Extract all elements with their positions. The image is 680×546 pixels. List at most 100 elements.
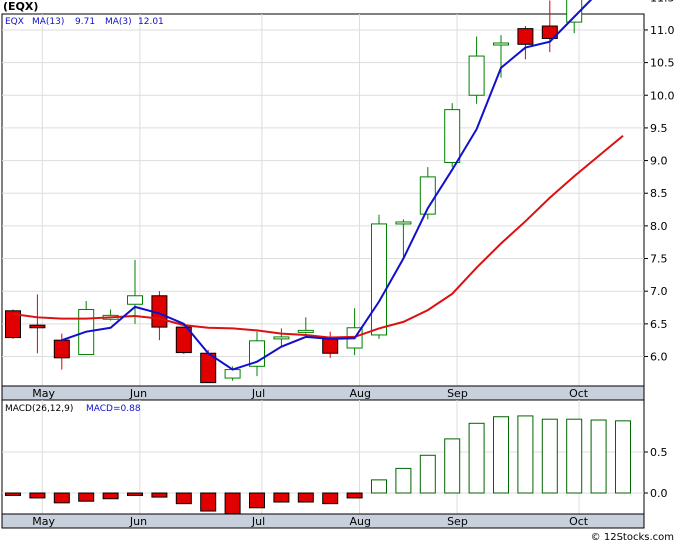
macd-month-label: Oct (569, 515, 589, 528)
candle (419, 167, 436, 220)
candle (541, 0, 558, 53)
legend-ma3-label: MA(3) (105, 17, 132, 27)
month-axis-band (1, 385, 645, 401)
candle-body-down (541, 25, 558, 39)
candle (200, 349, 217, 384)
macd-bar-negative (29, 492, 46, 499)
month-label: Jun (129, 387, 147, 400)
price-y-axis: 6.0 6.5 7.0 7.5 8.0 8.5 9.0 9.5 10.0 10.5 11.0 11.5… (644, 0, 675, 364)
legend-ma13-value: 9.71 (75, 17, 95, 27)
candle (127, 259, 143, 324)
price-tick-label: 11.5 (650, 0, 675, 4)
month-label: Jul (251, 387, 265, 400)
macd-bar-negative (297, 492, 314, 503)
macd-bar-negative (346, 492, 363, 499)
month-label: Oct (569, 387, 589, 400)
candle-body-down (517, 28, 534, 45)
macd-bar-negative (224, 492, 241, 514)
candle (493, 35, 509, 78)
candle-body-down (53, 339, 70, 359)
macd-month-label: Aug (349, 515, 370, 528)
macd-bar-positive (517, 415, 534, 494)
macd-bar-positive (468, 422, 485, 494)
candle (273, 328, 290, 348)
macd-month-label: Sep (447, 515, 468, 528)
candle (395, 219, 412, 259)
price-tick-label: 7.5 (650, 253, 668, 266)
macd-legend-label: MACD(26,12,9) (5, 404, 73, 414)
candle (322, 331, 339, 358)
macd-bar-positive (615, 420, 631, 494)
macd-tick-label: 0.5 (650, 446, 668, 459)
legend-ma3-value: 12.01 (138, 17, 164, 27)
macd-bar-positive (566, 418, 583, 494)
candle (444, 103, 461, 168)
month-label: Aug (349, 387, 370, 400)
candle-body-up (224, 369, 241, 379)
candle-body-up (371, 223, 387, 336)
candle-body-up (493, 42, 509, 46)
candle (297, 317, 314, 334)
macd-bar-negative (102, 492, 119, 500)
macd-bar-positive (444, 438, 461, 494)
price-grid (2, 14, 644, 386)
candle-body-down (322, 338, 339, 354)
moving-average-lines (12, 0, 624, 371)
macd-bar-negative (5, 492, 21, 496)
candle (175, 326, 192, 354)
ma13-line (12, 134, 624, 339)
candle (78, 300, 95, 356)
candle-body-up (297, 329, 314, 333)
candle (29, 294, 46, 354)
macd-month-label: May (32, 515, 55, 528)
price-tick-label: 6.0 (650, 351, 668, 364)
candle (468, 36, 485, 104)
macd-month-axis-band (1, 513, 645, 529)
macd-bar-negative (53, 492, 70, 504)
macd-bar-negative (127, 492, 143, 496)
price-tick-label: 6.5 (650, 318, 668, 331)
candle-body-up (566, 0, 583, 23)
price-tick-label: 9.0 (650, 155, 668, 168)
candle-body-up (395, 221, 412, 225)
month-axis: May Jun Jul Aug Sep Oct (32, 387, 589, 400)
ma3-line (61, 0, 593, 371)
macd-bar-positive (541, 418, 558, 494)
candle (371, 214, 387, 339)
price-tick-label: 8.0 (650, 220, 668, 233)
price-tick-label: 7.0 (650, 285, 668, 298)
price-tick-label: 8.5 (650, 187, 668, 200)
macd-legend-value: MACD=0.88 (86, 404, 141, 414)
candle (566, 0, 583, 34)
macd-bar-positive (395, 467, 412, 494)
macd-bar-negative (273, 492, 290, 503)
macd-bar-positive (493, 416, 509, 494)
macd-bar-positive (590, 419, 607, 494)
macd-bar-series (5, 415, 631, 514)
price-tick-label: 11.0 (650, 24, 675, 37)
legend-ma13-label: MA(13) (32, 17, 64, 27)
macd-month-label: Jul (251, 515, 265, 528)
macd-bar-negative (175, 492, 192, 505)
candle (517, 26, 534, 60)
month-label: May (32, 387, 55, 400)
macd-bar-negative (322, 492, 339, 505)
macd-bar-positive (419, 454, 436, 494)
candle-body-down (29, 324, 46, 329)
price-tick-label: 10.0 (650, 89, 675, 102)
candle (5, 309, 21, 339)
candle-body-up (127, 295, 143, 305)
macd-tick-label: 0.0 (650, 487, 668, 500)
macd-bar-positive (371, 479, 387, 494)
chart-title: (EQX) (3, 0, 39, 13)
candle-body-down (175, 326, 192, 354)
macd-month-axis: May Jun Jul Aug Sep Oct (32, 515, 589, 528)
candle-body-down (5, 310, 21, 339)
candle-body-up (273, 336, 290, 340)
footer-brand: © 12Stocks.com (590, 532, 674, 543)
month-label: Sep (447, 387, 468, 400)
macd-bar-negative (151, 492, 168, 498)
candle-body-up (468, 55, 485, 96)
macd-bar-negative (78, 492, 95, 502)
